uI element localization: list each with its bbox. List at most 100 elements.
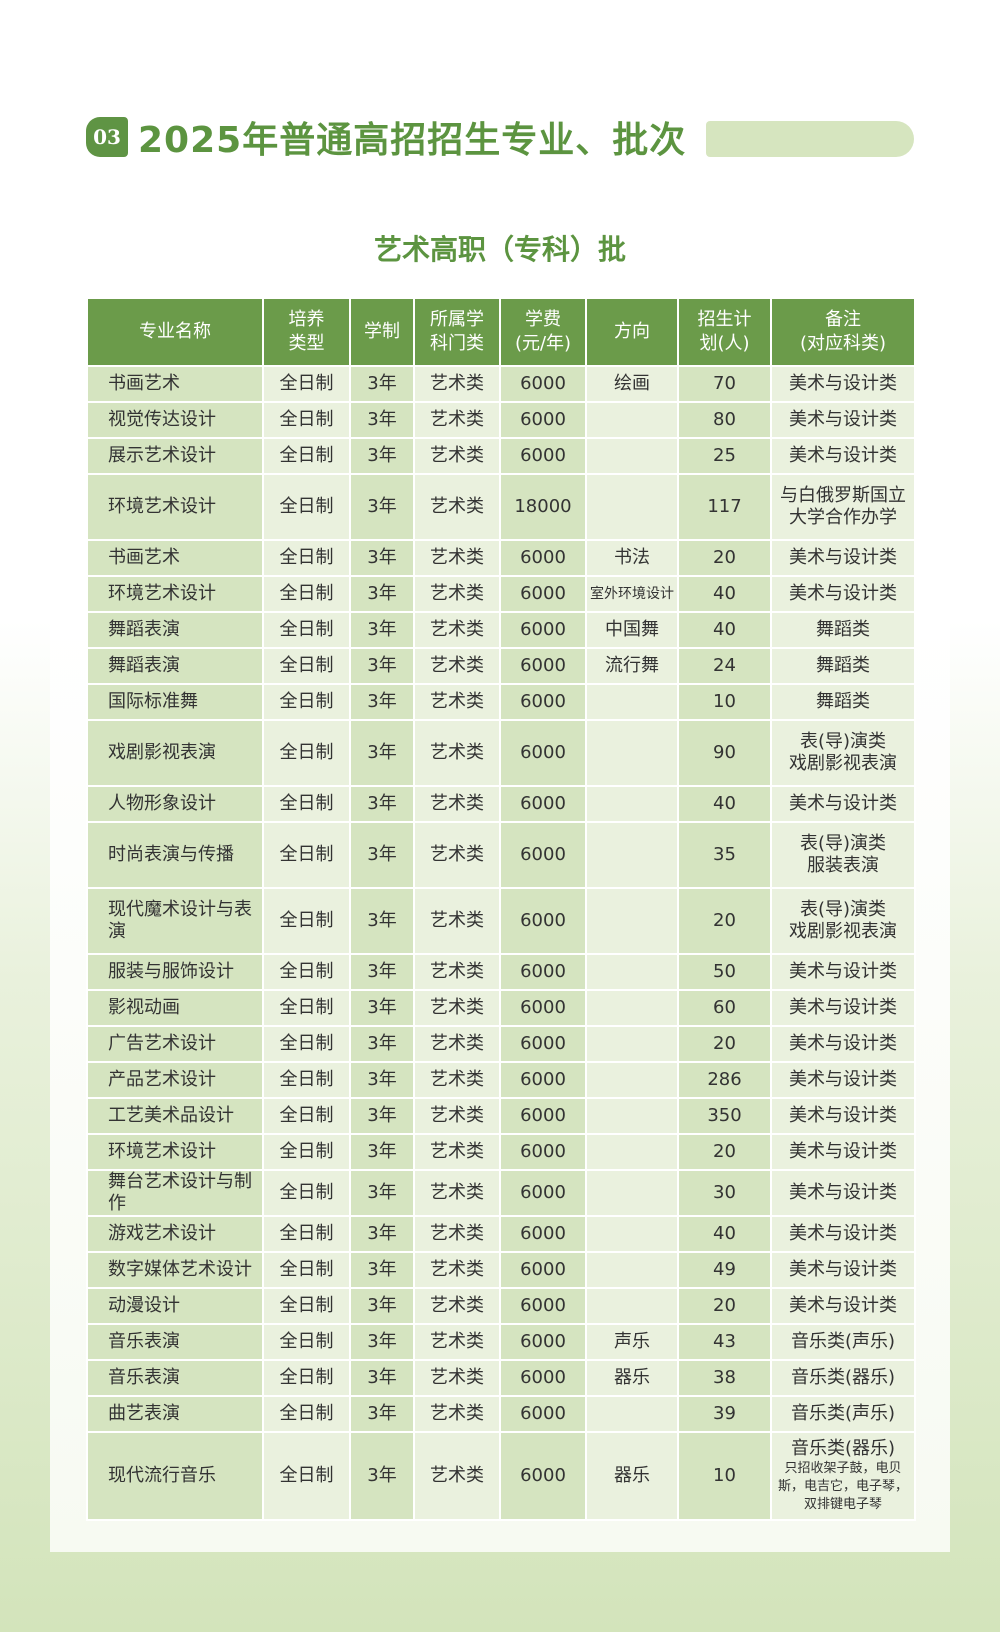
table-row: 环境艺术设计 全日制 3年 艺术类 18000 117 与白俄罗斯国立 大学合作办学 <box>86 473 916 541</box>
cell-duration: 3年 <box>349 1431 415 1521</box>
cell-major-name: 环境艺术设计 <box>86 1133 264 1171</box>
cell-direction <box>585 1395 679 1433</box>
header-major-name: 专业名称 <box>86 297 264 367</box>
cell-remark: 美术与设计类 <box>770 989 916 1027</box>
cell-direction <box>585 821 679 889</box>
cell-tuition: 6000 <box>499 1133 587 1171</box>
cell-duration: 3年 <box>349 719 415 787</box>
cell-tuition: 6000 <box>499 1395 587 1433</box>
cell-tuition: 6000 <box>499 401 587 439</box>
cell-discipline: 艺术类 <box>413 1061 501 1099</box>
cell-study-type: 全日制 <box>262 1169 351 1217</box>
cell-remark: 美术与设计类 <box>770 437 916 475</box>
cell-major-name: 书画艺术 <box>86 539 264 577</box>
section-title-bar: 03 2025年普通高招招生专业、批次 <box>86 117 686 161</box>
cell-remark: 美术与设计类 <box>770 1025 916 1063</box>
cell-discipline: 艺术类 <box>413 989 501 1027</box>
cell-duration: 3年 <box>349 1169 415 1217</box>
cell-enrollment-plan: 70 <box>677 365 772 403</box>
cell-major-name: 游戏艺术设计 <box>86 1215 264 1253</box>
cell-direction <box>585 1215 679 1253</box>
cell-enrollment-plan: 286 <box>677 1061 772 1099</box>
cell-direction <box>585 887 679 955</box>
cell-remark: 美术与设计类 <box>770 953 916 991</box>
cell-discipline: 艺术类 <box>413 365 501 403</box>
cell-study-type: 全日制 <box>262 1133 351 1171</box>
cell-remark: 舞蹈类 <box>770 683 916 721</box>
cell-direction <box>585 1061 679 1099</box>
cell-study-type: 全日制 <box>262 953 351 991</box>
cell-enrollment-plan: 20 <box>677 539 772 577</box>
cell-discipline: 艺术类 <box>413 1287 501 1325</box>
cell-enrollment-plan: 10 <box>677 1431 772 1521</box>
cell-tuition: 6000 <box>499 365 587 403</box>
cell-direction: 器乐 <box>585 1359 679 1397</box>
cell-enrollment-plan: 117 <box>677 473 772 541</box>
cell-duration: 3年 <box>349 647 415 685</box>
cell-enrollment-plan: 43 <box>677 1323 772 1361</box>
cell-major-name: 国际标准舞 <box>86 683 264 721</box>
cell-study-type: 全日制 <box>262 1395 351 1433</box>
cell-direction <box>585 989 679 1027</box>
cell-study-type: 全日制 <box>262 611 351 649</box>
cell-duration: 3年 <box>349 1133 415 1171</box>
cell-discipline: 艺术类 <box>413 647 501 685</box>
cell-major-name: 环境艺术设计 <box>86 575 264 613</box>
table-row: 广告艺术设计 全日制 3年 艺术类 6000 20 美术与设计类 <box>86 1025 916 1063</box>
header-study-type: 培养 类型 <box>262 297 351 367</box>
cell-duration: 3年 <box>349 1287 415 1325</box>
table-header-row: 专业名称 培养 类型 学制 所属学 科门类 学费 (元/年) 方向 招生计 划(人) 备注 (对应科类) <box>86 297 916 367</box>
cell-tuition: 6000 <box>499 719 587 787</box>
cell-study-type: 全日制 <box>262 887 351 955</box>
header-discipline: 所属学 科门类 <box>413 297 501 367</box>
cell-enrollment-plan: 39 <box>677 1395 772 1433</box>
cell-enrollment-plan: 90 <box>677 719 772 787</box>
cell-direction <box>585 1169 679 1217</box>
cell-major-name: 动漫设计 <box>86 1287 264 1325</box>
cell-major-name: 音乐表演 <box>86 1359 264 1397</box>
cell-duration: 3年 <box>349 539 415 577</box>
table-row: 展示艺术设计 全日制 3年 艺术类 6000 25 美术与设计类 <box>86 437 916 475</box>
cell-discipline: 艺术类 <box>413 887 501 955</box>
cell-discipline: 艺术类 <box>413 1215 501 1253</box>
cell-duration: 3年 <box>349 1251 415 1289</box>
cell-major-name: 视觉传达设计 <box>86 401 264 439</box>
cell-study-type: 全日制 <box>262 1323 351 1361</box>
cell-direction: 中国舞 <box>585 611 679 649</box>
cell-remark: 表(导)演类 戏剧影视表演 <box>770 719 916 787</box>
cell-major-name: 产品艺术设计 <box>86 1061 264 1099</box>
cell-tuition: 6000 <box>499 1061 587 1099</box>
header-remark: 备注 (对应科类) <box>770 297 916 367</box>
cell-study-type: 全日制 <box>262 647 351 685</box>
cell-enrollment-plan: 50 <box>677 953 772 991</box>
cell-direction <box>585 1133 679 1171</box>
cell-discipline: 艺术类 <box>413 611 501 649</box>
cell-direction <box>585 785 679 823</box>
cell-direction <box>585 1097 679 1135</box>
cell-discipline: 艺术类 <box>413 1025 501 1063</box>
admission-table: 专业名称 培养 类型 学制 所属学 科门类 学费 (元/年) 方向 招生计 划(人) 备注 (对应科类)… <box>86 297 916 1521</box>
cell-duration: 3年 <box>349 473 415 541</box>
cell-direction: 绘画 <box>585 365 679 403</box>
table-row: 人物形象设计 全日制 3年 艺术类 6000 40 美术与设计类 <box>86 785 916 823</box>
cell-tuition: 6000 <box>499 1025 587 1063</box>
table-row: 舞蹈表演 全日制 3年 艺术类 6000 中国舞 40 舞蹈类 <box>86 611 916 649</box>
cell-study-type: 全日制 <box>262 989 351 1027</box>
cell-tuition: 6000 <box>499 647 587 685</box>
header-direction: 方向 <box>585 297 679 367</box>
cell-study-type: 全日制 <box>262 1061 351 1099</box>
cell-duration: 3年 <box>349 437 415 475</box>
cell-major-name: 戏剧影视表演 <box>86 719 264 787</box>
cell-remark: 美术与设计类 <box>770 1097 916 1135</box>
cell-duration: 3年 <box>349 1359 415 1397</box>
cell-study-type: 全日制 <box>262 683 351 721</box>
cell-duration: 3年 <box>349 1215 415 1253</box>
cell-remark: 美术与设计类 <box>770 401 916 439</box>
cell-remark: 美术与设计类 <box>770 1133 916 1171</box>
cell-duration: 3年 <box>349 401 415 439</box>
table-row: 现代魔术设计与表演 全日制 3年 艺术类 6000 20 表(导)演类 戏剧影视表演 <box>86 887 916 955</box>
cell-discipline: 艺术类 <box>413 719 501 787</box>
remark-note: 只招收架子鼓，电贝斯，电吉它，电子琴，双排键电子琴 <box>777 1461 908 1512</box>
cell-remark: 音乐类(声乐) <box>770 1395 916 1433</box>
cell-major-name: 现代魔术设计与表演 <box>86 887 264 955</box>
